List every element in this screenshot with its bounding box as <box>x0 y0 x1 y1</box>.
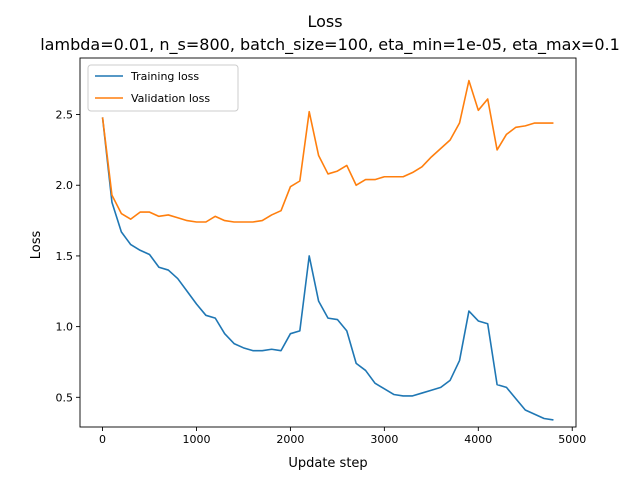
y-tick-label: 1.5 <box>56 250 74 263</box>
x-tick-label: 0 <box>99 433 106 446</box>
y-tick-label: 2.0 <box>56 179 74 192</box>
axes-frame <box>79 57 577 428</box>
chart-subtitle: lambda=0.01, n_s=800, batch_size=100, et… <box>40 35 620 55</box>
series-line-training-loss <box>101 117 554 421</box>
y-tick-label: 1.0 <box>56 321 74 334</box>
x-tick-label: 5000 <box>558 433 586 446</box>
x-axis-label: Update step <box>288 456 367 471</box>
legend-label: Training loss <box>130 70 199 83</box>
x-tick-label: 4000 <box>464 433 492 446</box>
legend: Training loss Validation loss <box>87 64 239 112</box>
y-tick-label: 2.5 <box>56 109 74 122</box>
legend-label: Validation loss <box>131 92 210 105</box>
y-axis-label: Loss <box>29 231 44 260</box>
x-tick-label: 1000 <box>182 433 210 446</box>
legend-box <box>87 64 239 112</box>
chart-title: Loss <box>307 12 342 31</box>
y-tick-label: 0.5 <box>56 391 74 404</box>
plot-area: 0 1000 2000 3000 4000 5000 0.5 1.0 1.5 2.0 2.5 <box>56 57 586 446</box>
x-tick-label: 3000 <box>370 433 398 446</box>
series-line-validation-loss <box>101 79 554 223</box>
x-tick-label: 2000 <box>276 433 304 446</box>
